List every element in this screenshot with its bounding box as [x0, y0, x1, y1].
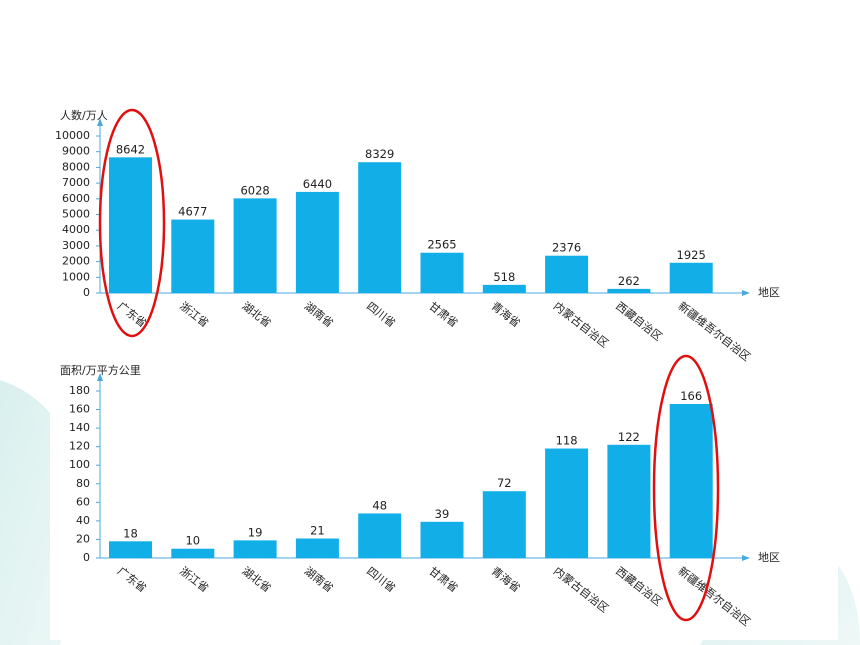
data-label: 4677	[178, 205, 207, 219]
data-label: 1925	[677, 248, 706, 262]
bar	[545, 255, 589, 293]
data-label: 18	[123, 526, 138, 540]
bar	[109, 541, 152, 558]
data-label: 48	[372, 498, 387, 512]
data-label: 19	[248, 525, 263, 539]
y-tick-label: 10000	[55, 129, 90, 142]
y-tick-label: 140	[69, 421, 90, 434]
y-axis-arrow	[97, 118, 103, 126]
y-tick-label: 4000	[62, 223, 90, 236]
data-label: 21	[310, 524, 325, 538]
y-tick-label: 9000	[62, 145, 90, 158]
data-label: 6440	[303, 177, 332, 191]
data-label: 8642	[116, 142, 145, 156]
y-tick-label: 3000	[62, 239, 90, 252]
bar	[358, 162, 402, 293]
bar	[482, 491, 526, 558]
data-label: 39	[435, 507, 450, 521]
data-label: 10	[185, 534, 200, 548]
bar	[607, 444, 651, 558]
data-label: 122	[618, 430, 640, 444]
bar	[233, 540, 277, 558]
bar	[669, 403, 713, 558]
y-tick-label: 0	[83, 551, 90, 564]
bar	[171, 219, 215, 293]
highlight	[652, 354, 720, 622]
bar	[233, 198, 277, 293]
y-tick-label: 2000	[62, 255, 90, 268]
data-label: 72	[497, 476, 512, 490]
y-tick-label: 60	[76, 495, 90, 508]
x-axis-arrow	[742, 290, 750, 296]
bar	[420, 521, 464, 558]
y-tick-label: 1000	[62, 270, 90, 283]
y-tick-label: 180	[69, 384, 90, 397]
y-axis-title: 人数/万人	[60, 109, 108, 122]
bar	[358, 513, 402, 558]
y-tick-label: 80	[76, 477, 90, 490]
y-tick-label: 8000	[62, 160, 90, 173]
data-label: 8329	[365, 147, 394, 161]
bar	[482, 284, 526, 293]
bar	[420, 252, 464, 293]
y-tick-label: 20	[76, 532, 90, 545]
bar	[607, 288, 651, 293]
bar	[295, 191, 339, 293]
y-tick-label: 7000	[62, 176, 90, 189]
panel	[50, 100, 838, 640]
highlight	[98, 108, 166, 338]
data-label: 2376	[552, 241, 581, 255]
y-axis-arrow	[97, 373, 103, 381]
data-label: 118	[556, 434, 578, 448]
y-tick-label: 100	[69, 458, 90, 471]
data-label: 166	[680, 389, 702, 403]
bar	[171, 548, 215, 558]
x-axis-arrow	[742, 555, 750, 561]
y-tick-label: 5000	[62, 208, 90, 221]
x-axis-title: 地区	[758, 551, 780, 564]
bar	[669, 262, 713, 293]
y-axis-title: 面积/万平方公里	[60, 363, 141, 377]
data-label: 6028	[240, 183, 269, 197]
data-label: 518	[493, 270, 515, 284]
y-tick-label: 160	[69, 403, 90, 416]
bar	[545, 448, 589, 558]
x-axis-title: 地区	[758, 286, 780, 299]
data-label: 262	[618, 274, 640, 288]
bar	[109, 157, 152, 293]
y-tick-label: 120	[69, 440, 90, 453]
bar	[295, 538, 339, 558]
data-label: 2565	[427, 238, 456, 252]
y-tick-label: 6000	[62, 192, 90, 205]
y-tick-label: 0	[83, 286, 90, 299]
y-tick-label: 40	[76, 514, 90, 527]
